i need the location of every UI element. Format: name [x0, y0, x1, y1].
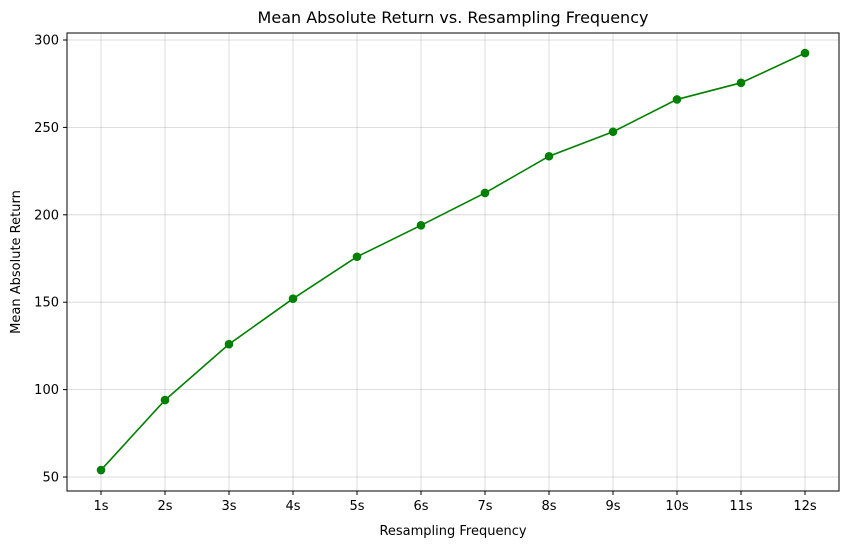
- plot-frame: [66, 32, 840, 492]
- data-point: [736, 78, 746, 88]
- data-point: [800, 48, 810, 58]
- data-point: [608, 127, 618, 137]
- chart-title: Mean Absolute Return vs. Resampling Freq…: [258, 8, 649, 27]
- data-point: [160, 395, 170, 405]
- x-tick-label: 10s: [665, 499, 689, 514]
- data-point: [480, 188, 490, 198]
- y-tick-label: 50: [42, 471, 59, 486]
- x-tick-label: 12s: [793, 499, 817, 514]
- x-axis: 1s 2s 3s 4s 5s 6s 7s 8s 9s 10s 11s 12s: [93, 491, 817, 514]
- x-tick-label: 3s: [221, 499, 236, 514]
- x-tick-label: 11s: [729, 499, 753, 514]
- series-layer: [96, 48, 810, 475]
- data-point: [96, 465, 106, 475]
- x-tick-label: 6s: [413, 499, 428, 514]
- y-axis: 50 100 150 200 250 300: [34, 33, 67, 486]
- y-tick-label: 150: [34, 296, 59, 311]
- data-point: [352, 252, 362, 262]
- x-tick-label: 7s: [477, 499, 492, 514]
- y-tick-label: 100: [34, 383, 59, 398]
- x-tick-label: 5s: [349, 499, 364, 514]
- y-tick-label: 300: [34, 33, 59, 48]
- data-point: [544, 151, 554, 161]
- x-tick-label: 8s: [541, 499, 556, 514]
- x-tick-label: 9s: [605, 499, 620, 514]
- x-tick-label: 4s: [285, 499, 300, 514]
- series-line: [100, 52, 806, 471]
- x-tick-label: 1s: [93, 499, 108, 514]
- x-tick-label: 2s: [157, 499, 172, 514]
- data-point: [416, 220, 426, 230]
- y-axis-label: Mean Absolute Return: [9, 190, 24, 334]
- x-axis-label: Resampling Frequency: [379, 524, 526, 539]
- data-point: [224, 339, 234, 349]
- data-point: [672, 95, 682, 104]
- grid: [67, 33, 839, 491]
- y-tick-label: 200: [34, 208, 59, 223]
- data-point: [288, 294, 298, 304]
- y-tick-label: 250: [34, 121, 59, 136]
